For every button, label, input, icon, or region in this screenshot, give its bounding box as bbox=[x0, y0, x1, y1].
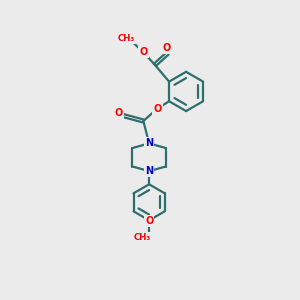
Text: CH₃: CH₃ bbox=[134, 233, 151, 242]
Text: O: O bbox=[162, 43, 171, 53]
Text: O: O bbox=[115, 108, 123, 118]
Text: CH₃: CH₃ bbox=[117, 34, 135, 43]
Text: O: O bbox=[145, 216, 153, 226]
Text: N: N bbox=[145, 166, 153, 176]
Text: N: N bbox=[145, 138, 153, 148]
Text: O: O bbox=[153, 104, 161, 114]
Text: O: O bbox=[139, 47, 148, 57]
